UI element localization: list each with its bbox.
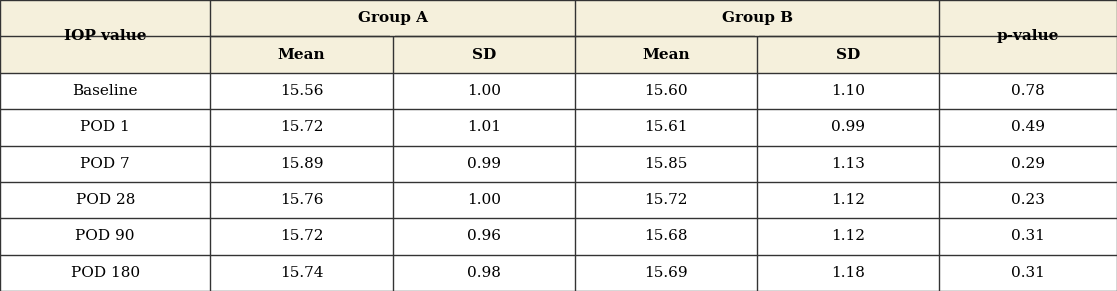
Bar: [939, 182, 1117, 218]
Bar: [575, 109, 757, 146]
Bar: [0, 255, 210, 291]
Bar: [393, 218, 575, 255]
Text: POD 7: POD 7: [80, 157, 130, 171]
Bar: [210, 255, 393, 291]
Bar: [575, 0, 939, 36]
Text: 1.13: 1.13: [831, 157, 866, 171]
Text: 0.31: 0.31: [1011, 229, 1046, 244]
Text: 15.69: 15.69: [645, 266, 688, 280]
Text: 0.99: 0.99: [467, 157, 500, 171]
Bar: [210, 36, 393, 73]
Text: 1.10: 1.10: [831, 84, 866, 98]
Bar: [210, 109, 393, 146]
Text: 0.49: 0.49: [1011, 120, 1046, 134]
Text: Mean: Mean: [278, 47, 325, 62]
Bar: [393, 146, 575, 182]
Text: 0.31: 0.31: [1011, 266, 1046, 280]
Bar: [757, 36, 939, 73]
Bar: [575, 255, 757, 291]
Bar: [939, 218, 1117, 255]
Text: POD 1: POD 1: [80, 120, 130, 134]
Bar: [939, 146, 1117, 182]
Bar: [393, 182, 575, 218]
Text: 15.74: 15.74: [280, 266, 323, 280]
Text: 1.00: 1.00: [467, 193, 500, 207]
Text: 1.00: 1.00: [467, 84, 500, 98]
Bar: [757, 255, 939, 291]
Text: 0.78: 0.78: [1011, 84, 1046, 98]
Text: SD: SD: [471, 47, 496, 62]
Text: p-value: p-value: [997, 29, 1059, 43]
Bar: [575, 146, 757, 182]
Text: 1.18: 1.18: [831, 266, 866, 280]
Text: 15.68: 15.68: [645, 229, 688, 244]
Text: 1.12: 1.12: [831, 229, 866, 244]
Text: 15.72: 15.72: [280, 120, 323, 134]
Text: Group B: Group B: [722, 11, 793, 25]
Bar: [393, 36, 575, 73]
Bar: [939, 255, 1117, 291]
Bar: [757, 109, 939, 146]
Text: Mean: Mean: [642, 47, 690, 62]
Bar: [210, 218, 393, 255]
Text: POD 28: POD 28: [76, 193, 135, 207]
Text: 15.89: 15.89: [280, 157, 323, 171]
Bar: [0, 218, 210, 255]
Bar: [0, 109, 210, 146]
Bar: [0, 182, 210, 218]
Text: IOP value: IOP value: [64, 29, 146, 43]
Bar: [575, 73, 757, 109]
Text: 15.72: 15.72: [645, 193, 688, 207]
Bar: [575, 36, 757, 73]
Text: 1.01: 1.01: [467, 120, 500, 134]
Bar: [393, 73, 575, 109]
Bar: [0, 146, 210, 182]
Text: SD: SD: [837, 47, 860, 62]
Bar: [391, 0, 395, 36]
Bar: [210, 0, 575, 36]
Text: Group A: Group A: [357, 11, 428, 25]
Text: 0.23: 0.23: [1011, 193, 1046, 207]
Text: POD 180: POD 180: [70, 266, 140, 280]
Bar: [757, 73, 939, 109]
Text: 15.60: 15.60: [645, 84, 688, 98]
Bar: [939, 0, 1117, 73]
Text: Baseline: Baseline: [73, 84, 139, 98]
Text: 15.85: 15.85: [645, 157, 688, 171]
Bar: [939, 73, 1117, 109]
Text: 1.12: 1.12: [831, 193, 866, 207]
Text: 15.76: 15.76: [280, 193, 323, 207]
Bar: [757, 182, 939, 218]
Bar: [393, 255, 575, 291]
Text: 0.99: 0.99: [831, 120, 866, 134]
Text: 0.29: 0.29: [1011, 157, 1046, 171]
Text: 15.56: 15.56: [280, 84, 323, 98]
Bar: [757, 146, 939, 182]
Bar: [939, 109, 1117, 146]
Bar: [210, 182, 393, 218]
Bar: [755, 0, 760, 36]
Text: 15.72: 15.72: [280, 229, 323, 244]
Bar: [575, 218, 757, 255]
Bar: [393, 109, 575, 146]
Bar: [210, 73, 393, 109]
Bar: [757, 218, 939, 255]
Bar: [0, 73, 210, 109]
Bar: [210, 146, 393, 182]
Text: 0.96: 0.96: [467, 229, 500, 244]
Bar: [0, 0, 210, 73]
Text: 0.98: 0.98: [467, 266, 500, 280]
Text: POD 90: POD 90: [76, 229, 135, 244]
Bar: [575, 182, 757, 218]
Text: 15.61: 15.61: [645, 120, 688, 134]
